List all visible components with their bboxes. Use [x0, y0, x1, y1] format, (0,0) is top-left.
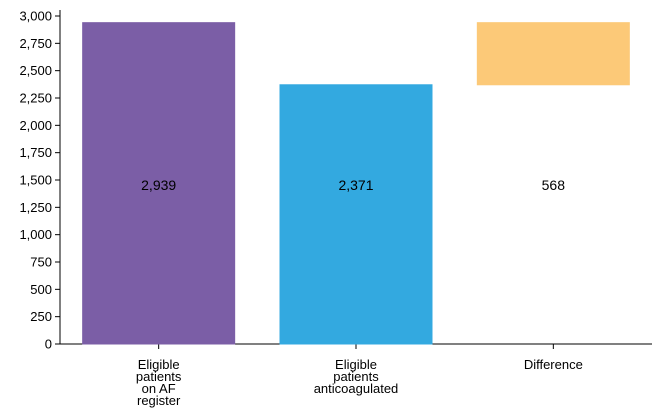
bar: [82, 22, 236, 345]
bars: 2,939 2,371 568: [82, 22, 630, 345]
y-axis: 0 250 500 750 1,000 1,250 1,500 1,750 2,000 2,250…: [19, 9, 61, 352]
y-tick-label: 2,750: [19, 36, 52, 51]
x-tick-label-line: patients: [136, 369, 182, 384]
x-tick-label-line: Difference: [524, 357, 583, 372]
bar-value-label: 2,371: [338, 177, 373, 193]
x-tick-label-line: anticoagulated: [314, 381, 399, 396]
bar: [279, 84, 433, 345]
y-tick-label: 0: [45, 337, 52, 352]
y-tick-label: 2,250: [19, 91, 52, 106]
x-tick-label: Eligible patients anticoagulated: [314, 357, 399, 396]
y-tick-label: 750: [30, 255, 52, 270]
x-tick-label: Difference: [524, 357, 583, 372]
y-tick-label: 250: [30, 309, 52, 324]
y-tick-label: 1,750: [19, 145, 52, 160]
x-tick-label-line: on AF: [142, 381, 176, 396]
y-tick-label: 1,250: [19, 200, 52, 215]
y-tick-label: 500: [30, 282, 52, 297]
y-tick-label: 3,000: [19, 9, 52, 24]
bar-value-label: 568: [542, 177, 566, 193]
x-tick-label: Eligible patients on AF register: [136, 357, 182, 408]
y-tick-label: 2,500: [19, 63, 52, 78]
x-tick-label-line: register: [137, 393, 181, 408]
y-tick-label: 1,500: [19, 173, 52, 188]
bar: [476, 22, 630, 86]
x-tick-label-line: patients: [333, 369, 379, 384]
y-tick-label: 1,000: [19, 227, 52, 242]
y-tick-label: 2,000: [19, 118, 52, 133]
x-tick-label-line: Eligible: [138, 357, 180, 372]
x-tick-label-line: Eligible: [335, 357, 377, 372]
bar-value-label: 2,939: [141, 177, 176, 193]
